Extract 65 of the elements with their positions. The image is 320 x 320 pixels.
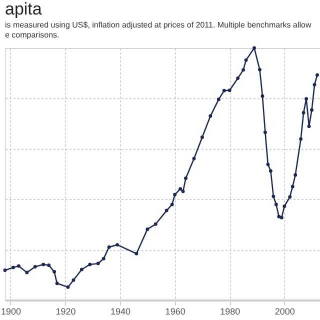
point xyxy=(280,216,284,220)
text: is measured using US$, inflation adjusted at prices of 2011. Multiple benchmarks allow xyxy=(5,20,312,30)
point xyxy=(170,202,174,206)
x-tick-label: 1960 xyxy=(165,306,186,316)
point xyxy=(302,111,306,114)
point xyxy=(88,262,92,266)
x-tick-label: 2000 xyxy=(274,306,295,316)
point xyxy=(96,262,100,266)
point xyxy=(72,278,76,282)
x-tick-label: 1980 xyxy=(220,306,240,316)
point xyxy=(263,130,267,134)
point xyxy=(33,265,37,268)
point xyxy=(107,245,111,249)
x-tick-label: 1940 xyxy=(110,306,131,316)
point xyxy=(80,268,84,272)
point xyxy=(242,68,246,72)
point xyxy=(282,204,286,208)
point xyxy=(52,270,56,274)
point xyxy=(266,162,270,166)
point xyxy=(304,97,308,101)
point xyxy=(181,190,185,194)
point xyxy=(116,243,120,247)
point xyxy=(236,76,240,80)
point xyxy=(312,83,316,87)
point xyxy=(290,184,294,188)
point xyxy=(310,108,314,112)
point xyxy=(178,187,182,191)
x-tick-label: 1900 xyxy=(0,306,21,316)
point xyxy=(11,266,15,270)
point xyxy=(277,214,281,218)
point xyxy=(184,176,188,180)
chart-title: apita xyxy=(5,0,42,18)
point xyxy=(134,252,138,256)
point xyxy=(216,98,220,102)
point xyxy=(288,195,292,199)
point xyxy=(42,262,46,266)
point xyxy=(3,268,7,272)
point xyxy=(294,173,298,177)
point xyxy=(16,264,20,268)
point xyxy=(192,156,196,160)
point xyxy=(307,124,311,128)
point xyxy=(25,270,29,274)
point xyxy=(200,135,204,139)
point xyxy=(222,88,226,92)
point xyxy=(258,68,262,72)
point xyxy=(173,192,177,196)
point xyxy=(316,73,319,77)
point xyxy=(66,285,70,289)
point xyxy=(146,227,150,231)
x-tick-label: 1920 xyxy=(56,306,76,316)
point xyxy=(274,202,278,206)
point xyxy=(260,94,264,98)
point xyxy=(47,263,51,267)
point xyxy=(208,114,212,118)
point xyxy=(55,282,59,286)
point xyxy=(164,208,168,212)
point xyxy=(299,137,303,141)
point xyxy=(102,256,106,260)
point xyxy=(272,194,276,198)
point xyxy=(244,58,248,62)
point xyxy=(252,46,256,50)
point xyxy=(228,88,232,92)
point xyxy=(268,169,272,173)
point xyxy=(154,222,158,226)
text: e comparisons. xyxy=(5,30,60,40)
